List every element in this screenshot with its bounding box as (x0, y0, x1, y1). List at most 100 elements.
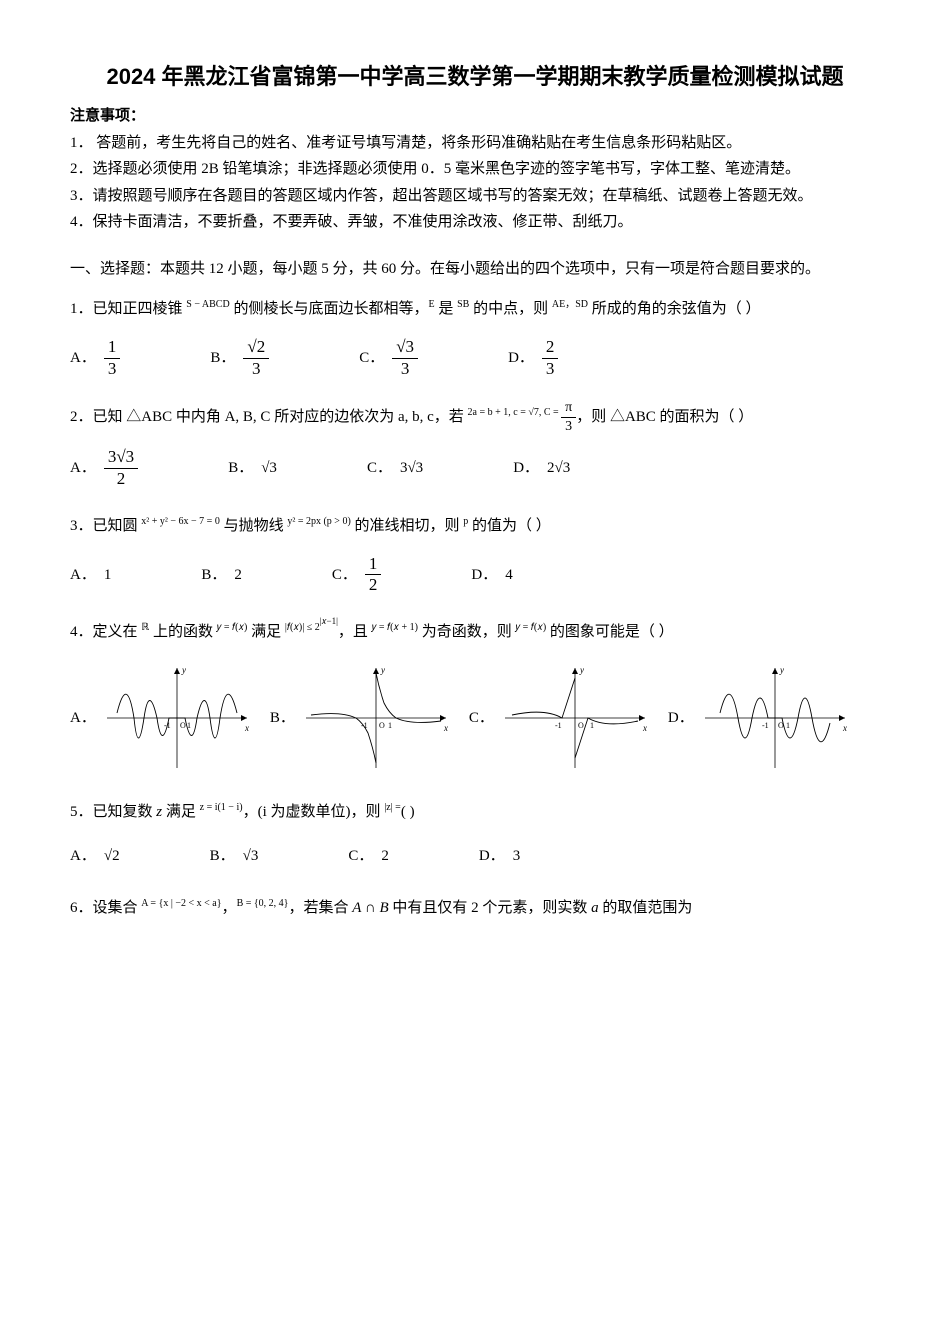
q2-stem: 2．已知 △ABC 中内角 A, B, C 所对应的边依次为 a, b, c，若… (70, 409, 753, 425)
math: a (591, 900, 599, 916)
option-label: B． (210, 343, 235, 373)
q-text: 上的函数 (149, 624, 217, 640)
option-B: B． √3 (210, 841, 259, 871)
q1-stem: 1．已知正四棱锥 S − ABCD 的侧棱长与底面边长都相等，E 是 SB 的中… (70, 301, 761, 317)
option-label: C． (348, 841, 373, 871)
option-label: C． (367, 453, 392, 483)
math: ℝ (141, 622, 149, 633)
denominator: 3 (397, 359, 414, 379)
q2-options: A． 3√3 2 B． √3 C． 3√3 D． 2√3 (70, 448, 880, 488)
numerator: √3 (392, 338, 418, 359)
numerator: √2 (243, 338, 269, 359)
fraction: √3 3 (392, 338, 418, 378)
option-A: A． √2 (70, 841, 120, 871)
option-label: C． (359, 343, 384, 373)
q-text: 所成的角的余弦值为（ ） (588, 301, 761, 317)
option-B: B． 2 (201, 560, 242, 590)
option-D: D． 4 (471, 560, 512, 590)
question-6: 6．设集合 A = {x | −2 < x < a}，B = {0, 2, 4}… (70, 893, 880, 923)
option-value: 2 (234, 560, 242, 590)
option-value: 3√3 (400, 453, 423, 483)
option-label: A． (70, 453, 96, 483)
numerator: 1 (104, 338, 121, 359)
math: 𝑦 = 𝑓(𝑥 + 1) (372, 622, 418, 633)
q-text: 中有且仅有 2 个元素，则实数 (389, 900, 592, 916)
fraction: 3√3 2 (104, 448, 138, 488)
option-label: D． (479, 841, 505, 871)
math: SB (457, 299, 469, 310)
math: 𝑦 = 𝑓(𝑥) (217, 622, 248, 633)
svg-text:1: 1 (388, 721, 392, 730)
svg-text:O: O (379, 721, 385, 730)
math: y² = 2px (p > 0) (287, 516, 350, 527)
svg-text:y: y (181, 665, 186, 675)
question-2: 2．已知 △ABC 中内角 A, B, C 所对应的边依次为 a, b, c，若… (70, 400, 880, 488)
option-label: C． (469, 703, 494, 733)
graph-A: x y O -1 1 (102, 663, 252, 773)
notice-item: 2．选择题必须使用 2B 铅笔填涂；非选择题必须使用 0．5 毫米黑色字迹的签字… (70, 158, 880, 181)
q-text: 满足 (162, 804, 200, 820)
fraction: π3 (561, 400, 576, 434)
math: |𝑓(𝑥)| ≤ 2 (285, 622, 320, 633)
denominator: 3 (248, 359, 265, 379)
option-label: A． (70, 841, 96, 871)
option-C: C． √3 3 (359, 338, 418, 378)
denominator: 3 (104, 359, 121, 379)
q-text: 的取值范围为 (599, 900, 693, 916)
q-text: 是 (435, 301, 458, 317)
math: x² + y² − 6x − 7 = 0 (141, 516, 220, 527)
notice-item: 1． 答题前，考生先将自己的姓名、准考证号填写清楚，将条形码准确粘贴在考生信息条… (70, 132, 880, 155)
option-B: B． x y O -1 1 (270, 663, 451, 773)
q4-options: A． x y O -1 1 B． x y (70, 663, 880, 773)
math: 𝑦 = 𝑓(𝑥) (516, 622, 547, 633)
q-text: ( ) (401, 804, 415, 820)
math: A ∩ B (352, 900, 388, 916)
question-1: 1．已知正四棱锥 S − ABCD 的侧棱长与底面边长都相等，E 是 SB 的中… (70, 294, 880, 378)
q5-stem: 5．已知复数 z 满足 z = i(1 − i)，(i 为虚数单位)，则 |z|… (70, 804, 415, 820)
option-D: D． 2√3 (513, 453, 570, 483)
q-text: ， (222, 900, 237, 916)
svg-text:x: x (244, 723, 249, 733)
graph-C: x y O -1 1 (500, 663, 650, 773)
option-value: √2 (104, 841, 120, 871)
q3-stem: 3．已知圆 x² + y² − 6x − 7 = 0 与抛物线 y² = 2px… (70, 518, 551, 534)
q-text: 1．已知正四棱锥 (70, 301, 186, 317)
notice-item: 4．保持卡面清洁，不要折叠，不要弄破、弄皱，不准使用涂改液、修正带、刮纸刀。 (70, 211, 880, 234)
svg-text:y: y (380, 665, 385, 675)
q6-stem: 6．设集合 A = {x | −2 < x < a}，B = {0, 2, 4}… (70, 900, 692, 916)
graph-B: x y O -1 1 (301, 663, 451, 773)
denominator: 2 (365, 575, 382, 595)
option-value: 2 (381, 841, 389, 871)
numerator: 3√3 (104, 448, 138, 469)
q-text: 为虚数单位)，则 (267, 804, 385, 820)
denominator: 3 (561, 418, 576, 434)
q5-options: A． √2 B． √3 C． 2 D． 3 (70, 841, 880, 871)
math: 2a = b + 1, c = √7, C = (468, 407, 562, 418)
option-label: B． (270, 703, 295, 733)
exam-title: 2024 年黑龙江省富锦第一中学高三数学第一学期期末教学质量检测模拟试题 (70, 60, 880, 93)
q1-options: A． 1 3 B． √2 3 C． √3 3 D． 2 3 (70, 338, 880, 378)
math: a, b, c (398, 409, 434, 425)
option-B: B． √3 (228, 453, 277, 483)
q-text: 所对应的边依次为 (270, 409, 398, 425)
q-text: 与抛物线 (220, 518, 288, 534)
option-label: D． (668, 703, 694, 733)
option-label: B． (201, 560, 226, 590)
fraction: 1 3 (104, 338, 121, 378)
math: AE， (552, 299, 575, 310)
q-text: ，( (243, 804, 263, 820)
notice-item: 3．请按照题号顺序在各题目的答题区域内作答，超出答题区域书写的答案无效；在草稿纸… (70, 185, 880, 208)
svg-text:1: 1 (786, 721, 790, 730)
option-label: B． (228, 453, 253, 483)
option-C: C． 2 (348, 841, 389, 871)
option-label: D． (513, 453, 539, 483)
question-4: 4．定义在 ℝ 上的函数 𝑦 = 𝑓(𝑥) 满足 |𝑓(𝑥)| ≤ 2|𝑥−1|… (70, 617, 880, 773)
option-label: B． (210, 841, 235, 871)
fraction: √2 3 (243, 338, 269, 378)
svg-text:-1: -1 (762, 721, 769, 730)
svg-text:-1: -1 (361, 721, 368, 730)
q-text: 的值为（ ） (468, 518, 551, 534)
denominator: 2 (113, 469, 130, 489)
question-5: 5．已知复数 z 满足 z = i(1 − i)，(i 为虚数单位)，则 |z|… (70, 797, 880, 871)
option-label: A． (70, 703, 96, 733)
